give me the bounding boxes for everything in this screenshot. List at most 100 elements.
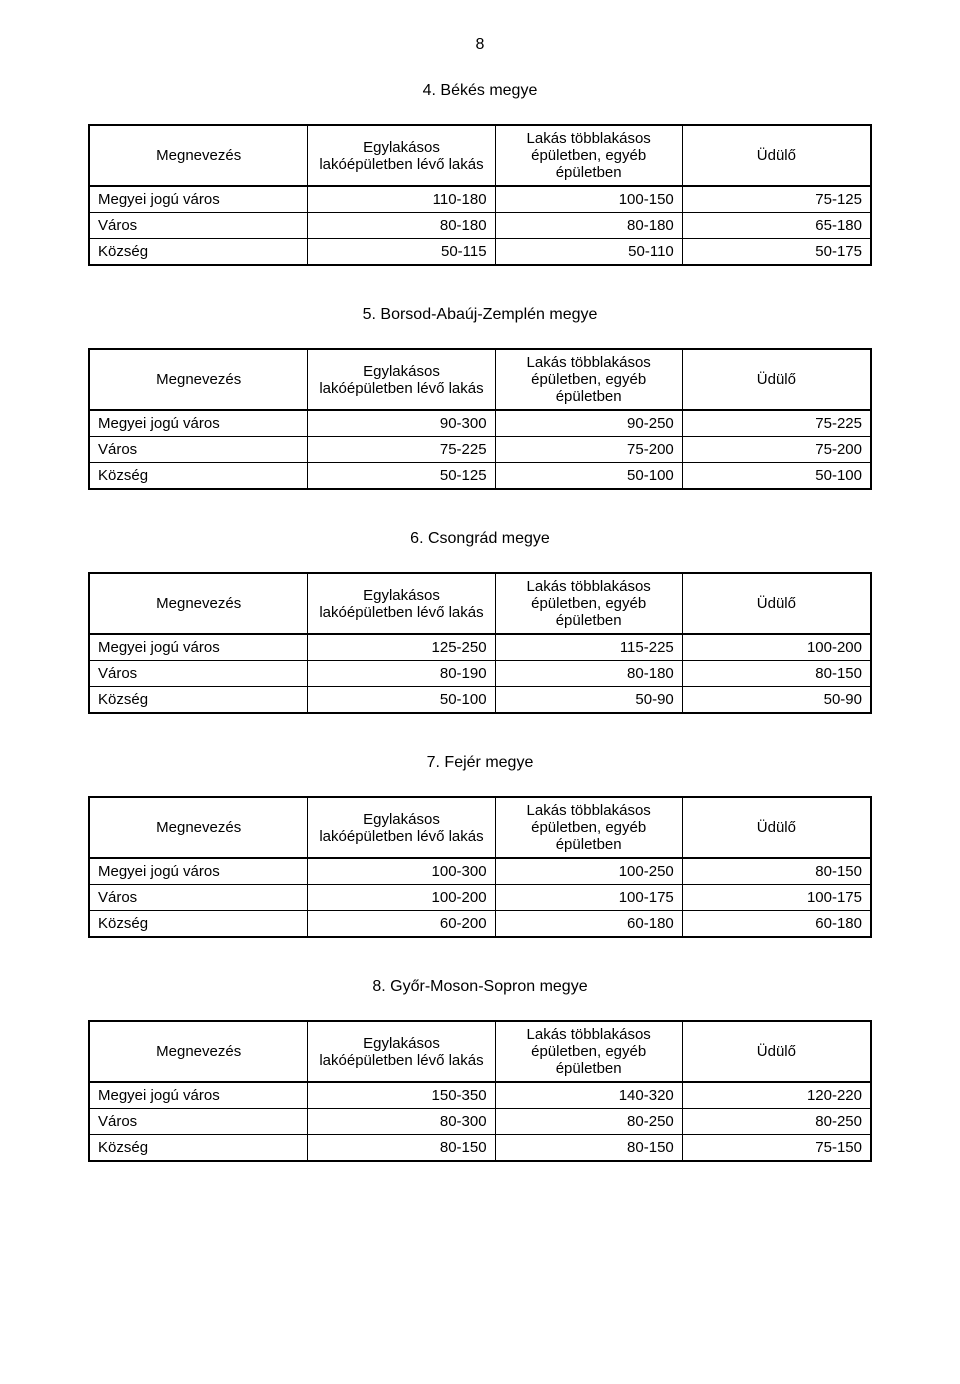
row-val-c: 75-200 (683, 437, 870, 463)
col-header-b: Lakás többlakásos épületben, egyéb épüle… (496, 350, 683, 411)
col-header-name: Megnevezés (90, 1022, 308, 1083)
row-val-a: 80-190 (308, 661, 495, 687)
row-val-a: 100-200 (308, 885, 495, 911)
row-val-c: 100-200 (683, 635, 870, 661)
row-name: Megyei jogú város (90, 635, 308, 661)
col-header-a: Egylakásos lakóépületben lévő lakás (308, 1022, 495, 1083)
row-val-b: 80-250 (496, 1109, 683, 1135)
row-val-b: 140-320 (496, 1083, 683, 1109)
row-val-b: 80-180 (496, 661, 683, 687)
row-name: Község (90, 1135, 308, 1160)
row-val-b: 80-150 (496, 1135, 683, 1160)
row-name: Község (90, 687, 308, 712)
row-name: Város (90, 437, 308, 463)
row-val-a: 50-115 (308, 239, 495, 264)
table-row: Megyei jogú város 125-250 115-225 100-20… (90, 635, 870, 661)
row-val-b: 60-180 (496, 911, 683, 936)
section-title: 6. Csongrád megye (88, 530, 872, 548)
row-val-a: 90-300 (308, 411, 495, 437)
table-row: Város 80-190 80-180 80-150 (90, 661, 870, 687)
page-number: 8 (88, 36, 872, 54)
row-val-a: 150-350 (308, 1083, 495, 1109)
table-row: Város 80-180 80-180 65-180 (90, 213, 870, 239)
table-header-row: Megnevezés Egylakásos lakóépületben lévő… (90, 574, 870, 635)
col-header-a: Egylakásos lakóépületben lévő lakás (308, 126, 495, 187)
row-val-a: 80-300 (308, 1109, 495, 1135)
row-val-b: 50-110 (496, 239, 683, 264)
table-row: Megyei jogú város 150-350 140-320 120-22… (90, 1083, 870, 1109)
table-row: Megyei jogú város 110-180 100-150 75-125 (90, 187, 870, 213)
table-header-row: Megnevezés Egylakásos lakóépületben lévő… (90, 798, 870, 859)
row-val-c: 75-150 (683, 1135, 870, 1160)
row-val-c: 50-100 (683, 463, 870, 488)
col-header-name: Megnevezés (90, 350, 308, 411)
col-header-c: Üdülő (683, 574, 870, 635)
data-table: Megnevezés Egylakásos lakóépületben lévő… (88, 348, 872, 490)
table-header-row: Megnevezés Egylakásos lakóépületben lévő… (90, 1022, 870, 1083)
col-header-a: Egylakásos lakóépületben lévő lakás (308, 798, 495, 859)
row-name: Megyei jogú város (90, 187, 308, 213)
row-val-c: 50-90 (683, 687, 870, 712)
table-row: Község 50-115 50-110 50-175 (90, 239, 870, 264)
row-val-b: 50-100 (496, 463, 683, 488)
row-val-b: 100-250 (496, 859, 683, 885)
row-name: Megyei jogú város (90, 859, 308, 885)
col-header-name: Megnevezés (90, 798, 308, 859)
row-val-b: 100-175 (496, 885, 683, 911)
col-header-c: Üdülő (683, 126, 870, 187)
table-row: Megyei jogú város 90-300 90-250 75-225 (90, 411, 870, 437)
table-row: Község 60-200 60-180 60-180 (90, 911, 870, 936)
col-header-b: Lakás többlakásos épületben, egyéb épüle… (496, 126, 683, 187)
col-header-name: Megnevezés (90, 574, 308, 635)
row-val-b: 80-180 (496, 213, 683, 239)
row-val-a: 50-125 (308, 463, 495, 488)
row-val-c: 75-125 (683, 187, 870, 213)
table-row: Város 75-225 75-200 75-200 (90, 437, 870, 463)
row-val-a: 100-300 (308, 859, 495, 885)
section-title: 4. Békés megye (88, 82, 872, 100)
row-val-c: 75-225 (683, 411, 870, 437)
col-header-c: Üdülő (683, 1022, 870, 1083)
data-table: Megnevezés Egylakásos lakóépületben lévő… (88, 1020, 872, 1162)
row-val-b: 115-225 (496, 635, 683, 661)
row-name: Község (90, 463, 308, 488)
table-header-row: Megnevezés Egylakásos lakóépületben lévő… (90, 350, 870, 411)
row-val-b: 75-200 (496, 437, 683, 463)
data-table: Megnevezés Egylakásos lakóépületben lévő… (88, 796, 872, 938)
row-val-c: 65-180 (683, 213, 870, 239)
row-name: Község (90, 911, 308, 936)
row-val-c: 60-180 (683, 911, 870, 936)
row-name: Város (90, 885, 308, 911)
row-val-a: 50-100 (308, 687, 495, 712)
table-row: Község 80-150 80-150 75-150 (90, 1135, 870, 1160)
row-val-c: 80-250 (683, 1109, 870, 1135)
row-val-a: 80-180 (308, 213, 495, 239)
row-val-b: 90-250 (496, 411, 683, 437)
row-name: Város (90, 1109, 308, 1135)
section-title: 8. Győr-Moson-Sopron megye (88, 978, 872, 996)
row-name: Város (90, 213, 308, 239)
row-val-a: 110-180 (308, 187, 495, 213)
table-row: Község 50-125 50-100 50-100 (90, 463, 870, 488)
col-header-name: Megnevezés (90, 126, 308, 187)
row-val-c: 50-175 (683, 239, 870, 264)
row-name: Megyei jogú város (90, 1083, 308, 1109)
row-val-c: 100-175 (683, 885, 870, 911)
section-title: 5. Borsod-Abaúj-Zemplén megye (88, 306, 872, 324)
col-header-c: Üdülő (683, 798, 870, 859)
col-header-b: Lakás többlakásos épületben, egyéb épüle… (496, 798, 683, 859)
row-val-c: 120-220 (683, 1083, 870, 1109)
row-val-b: 100-150 (496, 187, 683, 213)
row-val-c: 80-150 (683, 661, 870, 687)
section-title: 7. Fejér megye (88, 754, 872, 772)
table-row: Város 80-300 80-250 80-250 (90, 1109, 870, 1135)
col-header-b: Lakás többlakásos épületben, egyéb épüle… (496, 574, 683, 635)
col-header-a: Egylakásos lakóépületben lévő lakás (308, 574, 495, 635)
row-val-a: 60-200 (308, 911, 495, 936)
data-table: Megnevezés Egylakásos lakóépületben lévő… (88, 572, 872, 714)
row-name: Község (90, 239, 308, 264)
data-table: Megnevezés Egylakásos lakóépületben lévő… (88, 124, 872, 266)
row-val-c: 80-150 (683, 859, 870, 885)
col-header-a: Egylakásos lakóépületben lévő lakás (308, 350, 495, 411)
row-val-a: 125-250 (308, 635, 495, 661)
